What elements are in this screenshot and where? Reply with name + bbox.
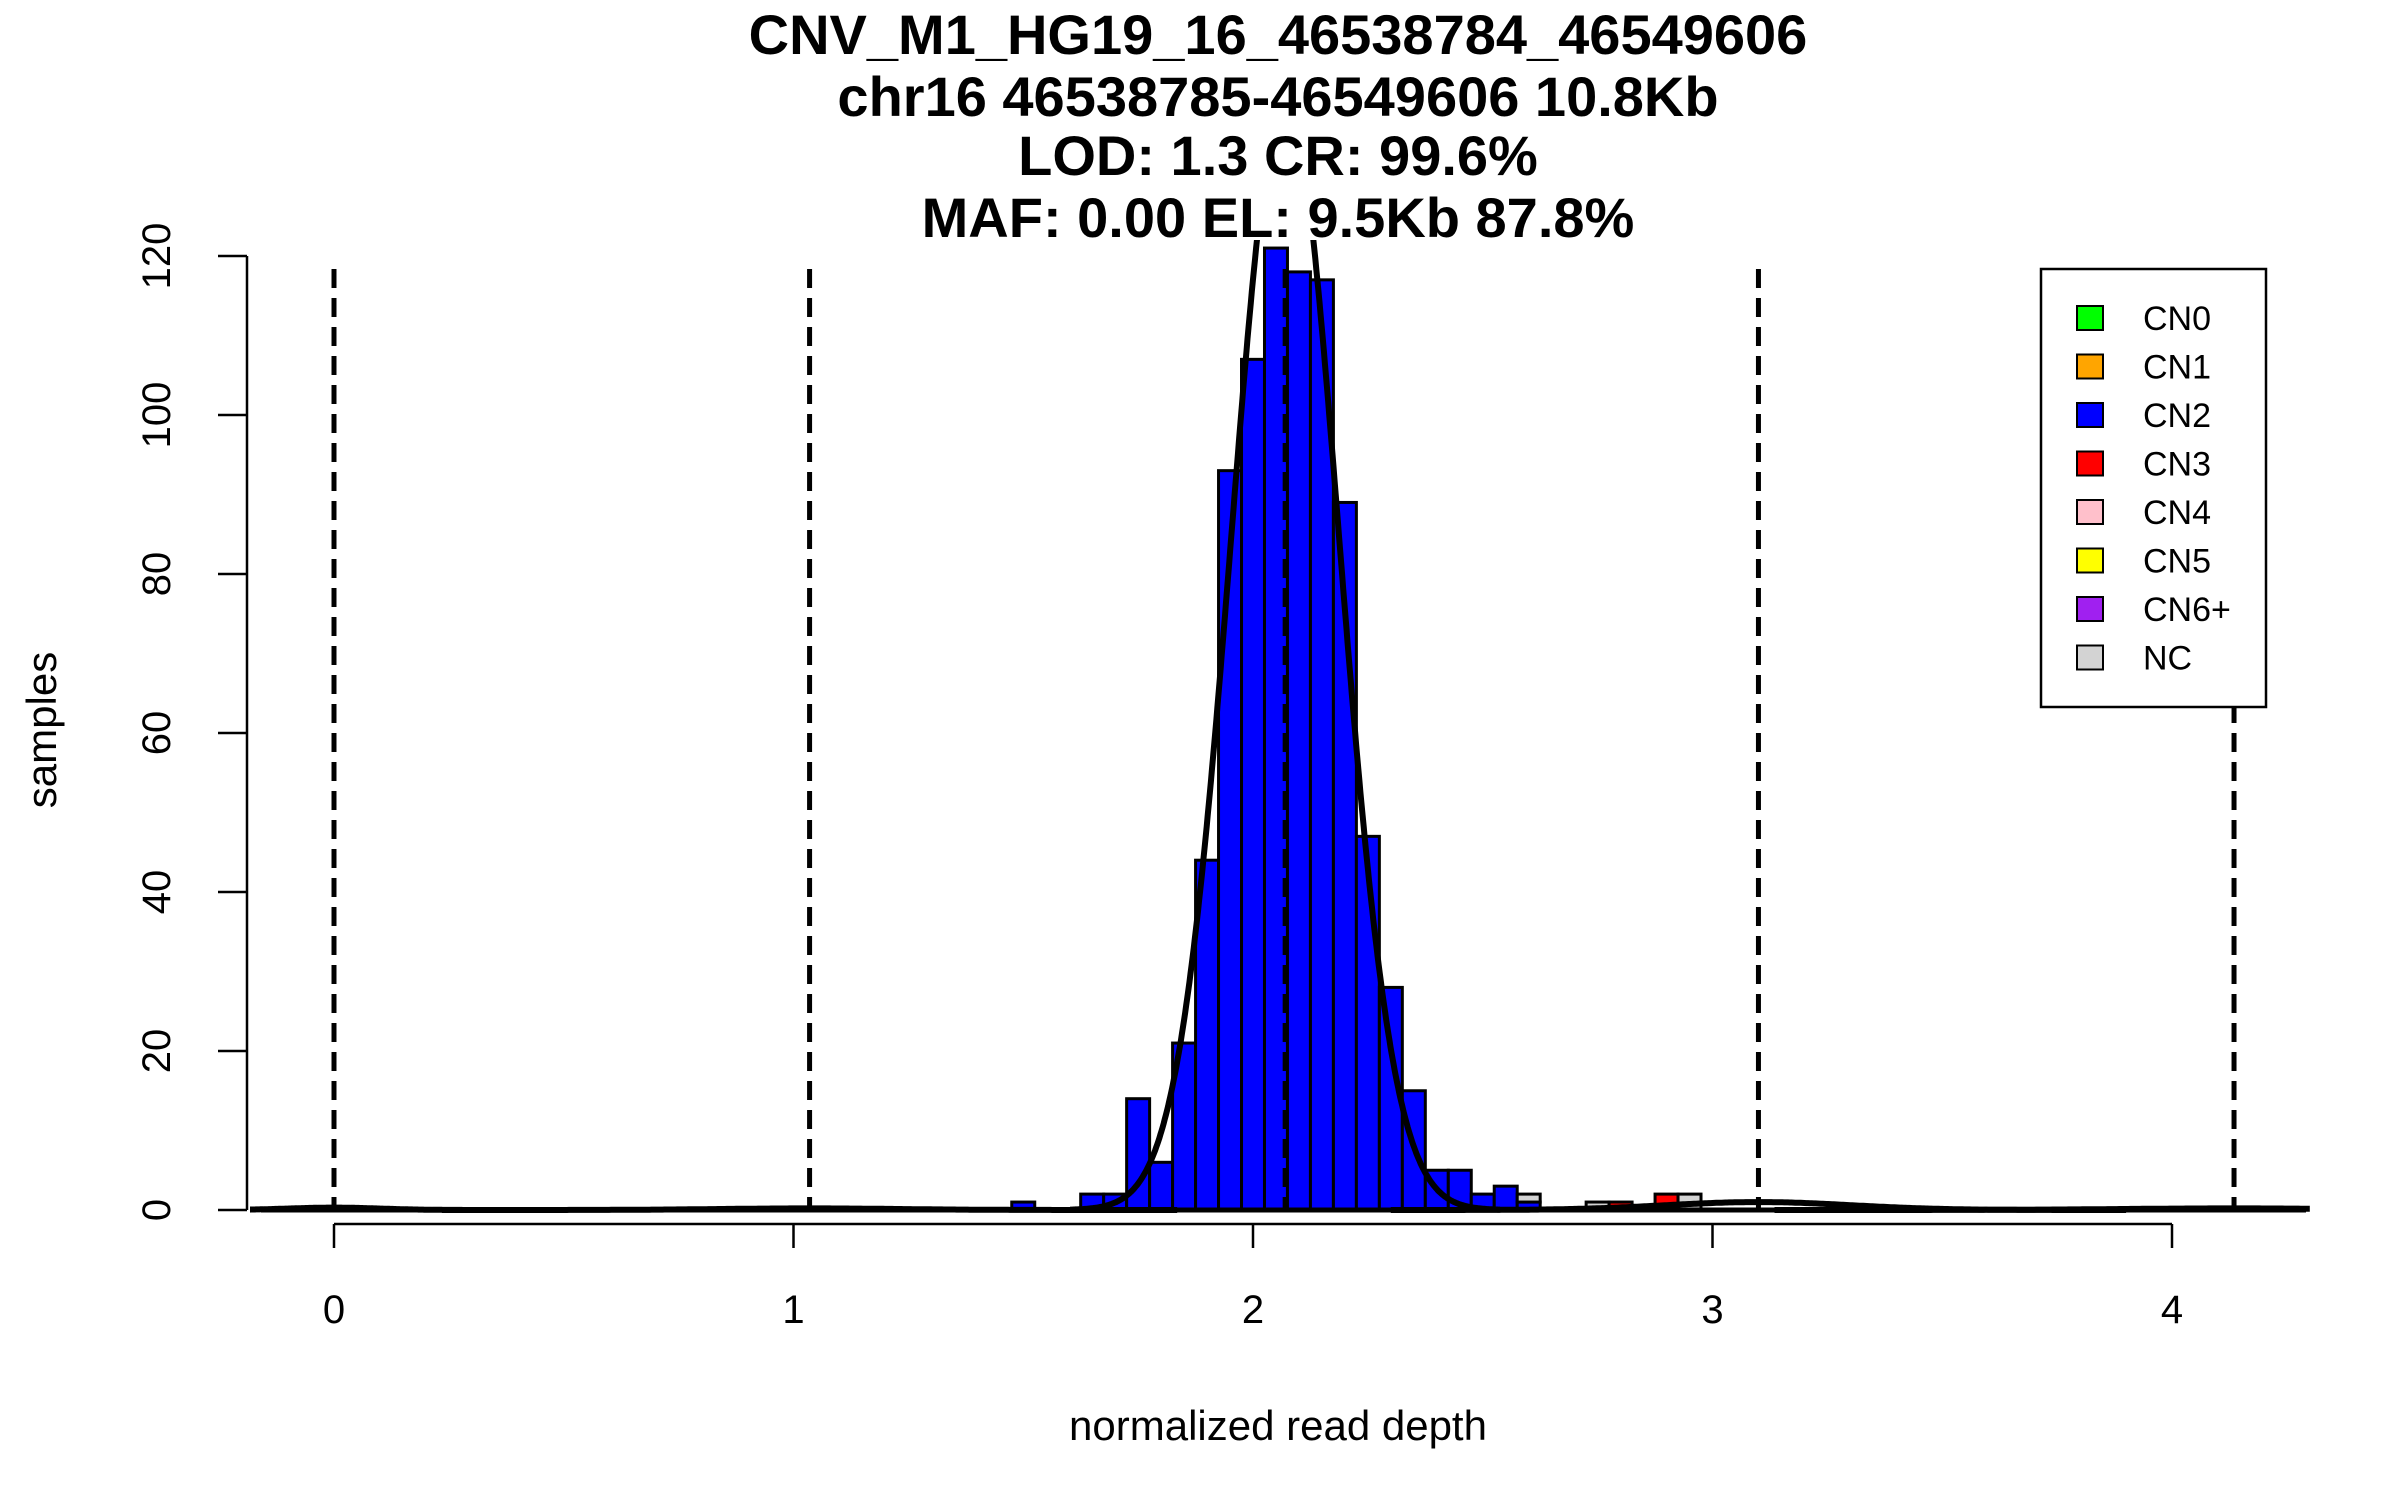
legend-label: CN0 — [2143, 300, 2211, 338]
legend-swatch-nc — [2076, 644, 2104, 671]
legend-label: CN6+ — [2143, 591, 2231, 629]
y-tick-label: 100 — [135, 382, 179, 449]
legend-swatch-cn5 — [2076, 547, 2104, 574]
chart-title: CNV_M1_HG19_16_46538784_46549606 chr16 4… — [749, 3, 1808, 249]
legend-label: CN2 — [2143, 397, 2211, 435]
y-tick-label: 20 — [135, 1029, 179, 1074]
legend-swatch-cn3 — [2076, 450, 2104, 477]
histogram-bars — [1010, 246, 1703, 1212]
x-tick-label: 1 — [782, 1288, 804, 1332]
title-line-1: CNV_M1_HG19_16_46538784_46549606 — [749, 3, 1808, 66]
y-tick-label: 80 — [135, 552, 179, 597]
histogram-bar-cn2 — [1148, 1160, 1175, 1212]
legend-label: CN5 — [2143, 543, 2211, 581]
legend-label: NC — [2143, 640, 2192, 678]
x-tick-label: 0 — [323, 1288, 345, 1332]
histogram-bar-cn2 — [1240, 357, 1266, 1212]
fit-curves — [250, 240, 2310, 1213]
y-tick-label: 120 — [135, 223, 179, 290]
legend-label: CN1 — [2143, 349, 2211, 387]
legend-swatch-cn0 — [2076, 305, 2104, 331]
fit-curve — [1774, 1205, 2310, 1213]
legend: CN0 CN1 CN2 CN3 CN4 CN5 CN6+ NC — [2039, 267, 2268, 709]
title-line-4: MAF: 0.00 EL: 9.5Kb 87.8% — [922, 186, 1635, 249]
histogram-bar-cn2 — [1492, 1184, 1519, 1212]
fit-curve — [442, 1205, 1178, 1213]
legend-label: CN4 — [2143, 494, 2211, 532]
x-tick-label: 4 — [2161, 1288, 2183, 1332]
histogram-bar-nc — [1515, 1192, 1542, 1204]
legend-box — [2039, 267, 2268, 709]
axes: 0 20 40 60 80 100 120 0 1 2 3 4 — [135, 223, 2183, 1332]
y-axis-label: samples — [18, 652, 65, 808]
legend-swatch-cn6 — [2076, 596, 2104, 622]
fit-curve — [1070, 240, 1501, 1213]
legend-swatch-cn1 — [2076, 353, 2104, 380]
y-tick-label: 60 — [135, 711, 179, 756]
title-line-2: chr16 46538785-46549606 10.8Kb — [837, 65, 1718, 128]
y-tick-label: 40 — [135, 870, 179, 915]
legend-swatch-cn2 — [2076, 402, 2104, 428]
y-tick-label: 0 — [135, 1199, 179, 1221]
x-axis-label: normalized read depth — [1069, 1402, 1487, 1449]
histogram-bar-cn2 — [1285, 270, 1312, 1212]
x-tick-label: 2 — [1242, 1288, 1264, 1332]
legend-label: CN3 — [2143, 446, 2211, 484]
legend-swatch-cn4 — [2076, 499, 2104, 525]
x-tick-label: 3 — [1701, 1288, 1723, 1332]
title-line-3: LOD: 1.3 CR: 99.6% — [1018, 124, 1538, 187]
